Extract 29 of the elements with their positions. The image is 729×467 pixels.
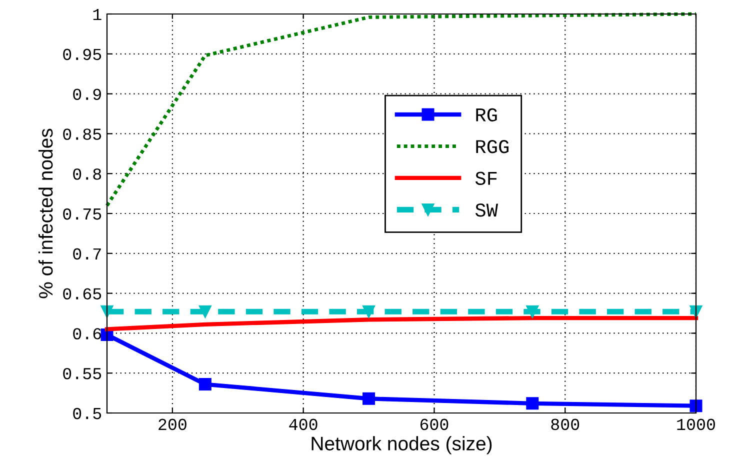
y-tick-label: 0.9 [73, 88, 101, 100]
legend-label: RGG [476, 140, 508, 154]
point [362, 305, 376, 318]
point [526, 397, 539, 410]
legend-label: SF [475, 172, 497, 185]
point [198, 378, 212, 391]
y-tick-label: 0.95 [63, 48, 102, 60]
y-tick-label: 1 [93, 9, 102, 20]
legend-label: RG [476, 108, 497, 122]
y-tick-label: 0.8 [73, 168, 102, 180]
x-tick-label: 400 [289, 418, 318, 430]
x-tick-label: 600 [420, 418, 448, 430]
legend-label: SW [475, 204, 498, 217]
x-tick-label: 200 [158, 418, 186, 430]
point [198, 305, 212, 318]
x-tick-label: 800 [551, 418, 580, 430]
x-tick-label: 1000 [677, 418, 715, 430]
y-tick-label: 0.5 [73, 408, 102, 420]
point [362, 392, 376, 405]
x-axis-title: Network nodes (size) [312, 436, 492, 454]
point [526, 305, 539, 318]
y-tick-label: 0.7 [73, 248, 101, 260]
y-tick-label: 0.85 [63, 128, 102, 140]
point [690, 400, 702, 412]
y-tick-label: 0.65 [63, 288, 102, 300]
y-tick-label: 0.75 [63, 208, 102, 220]
y-tick-label: 0.55 [63, 368, 102, 380]
y-tick-label: 0.6 [73, 328, 102, 340]
y-axis-title: % of infected nodes [38, 128, 53, 298]
